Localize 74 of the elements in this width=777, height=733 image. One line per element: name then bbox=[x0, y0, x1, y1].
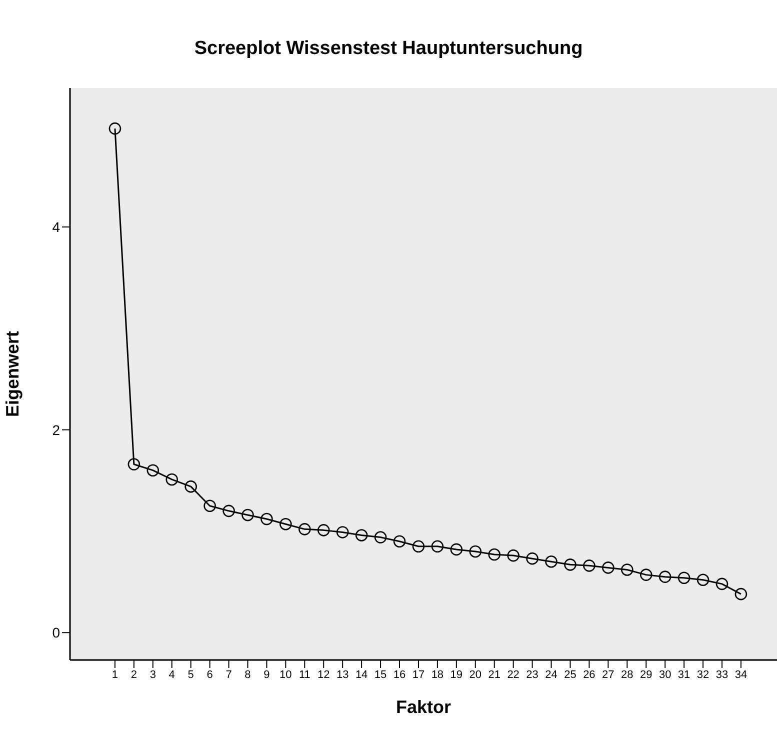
x-tick-label: 7 bbox=[226, 668, 232, 681]
point bbox=[317, 524, 330, 536]
x-tick-label: 12 bbox=[318, 668, 330, 681]
point bbox=[450, 543, 463, 556]
x-tick-label: 22 bbox=[507, 668, 520, 681]
point bbox=[507, 549, 520, 562]
x-tick-label: 13 bbox=[336, 668, 349, 681]
x-tick-label: 26 bbox=[583, 668, 596, 681]
point bbox=[260, 512, 273, 526]
point bbox=[545, 555, 558, 568]
point bbox=[412, 540, 425, 553]
point bbox=[355, 529, 368, 542]
point bbox=[108, 122, 122, 135]
x-tick-label: 20 bbox=[469, 668, 482, 681]
point bbox=[280, 518, 292, 530]
point bbox=[184, 480, 197, 493]
x-tick-label: 6 bbox=[206, 668, 213, 681]
point bbox=[166, 473, 178, 486]
x-tick-label: 5 bbox=[188, 668, 194, 681]
point bbox=[469, 545, 482, 558]
x-tick-label: 27 bbox=[602, 668, 614, 681]
y-tick-label: 4 bbox=[52, 218, 60, 235]
x-tick-label: 3 bbox=[150, 668, 156, 681]
x-tick-label: 29 bbox=[640, 668, 652, 681]
x-axis-title: Faktor bbox=[396, 697, 452, 717]
x-tick-label: 30 bbox=[658, 668, 672, 681]
x-tick-label: 4 bbox=[168, 668, 175, 681]
x-tick-label: 18 bbox=[431, 668, 444, 681]
point bbox=[602, 562, 614, 574]
point bbox=[526, 552, 538, 565]
point bbox=[640, 568, 652, 581]
x-tick-label: 17 bbox=[412, 668, 425, 681]
point bbox=[374, 531, 387, 544]
point bbox=[620, 564, 634, 576]
x-tick-label: 11 bbox=[298, 668, 310, 681]
x-tick-label: 1 bbox=[112, 668, 118, 681]
point bbox=[336, 526, 349, 538]
x-tick-label: 15 bbox=[374, 668, 387, 681]
point bbox=[734, 588, 748, 600]
x-tick-label: 8 bbox=[244, 668, 251, 681]
x-tick-label: 25 bbox=[564, 668, 576, 681]
y-axis-title: Eigenwert bbox=[2, 330, 22, 418]
x-tick-label: 9 bbox=[264, 668, 270, 681]
y-tick-label: 0 bbox=[52, 624, 60, 641]
x-tick-label: 24 bbox=[545, 668, 558, 681]
x-tick-label: 14 bbox=[355, 668, 368, 681]
point bbox=[298, 523, 311, 536]
x-tick-label: 21 bbox=[488, 668, 500, 681]
x-tick-label: 19 bbox=[450, 668, 463, 681]
point bbox=[146, 464, 160, 476]
point bbox=[204, 500, 216, 512]
point bbox=[716, 578, 728, 590]
x-tick-label: 31 bbox=[678, 668, 690, 681]
x-tick-label: 28 bbox=[621, 668, 634, 681]
point bbox=[222, 504, 235, 518]
point bbox=[431, 540, 444, 553]
point bbox=[696, 574, 710, 586]
x-tick-label: 23 bbox=[526, 668, 538, 681]
y-tick-label: 2 bbox=[52, 422, 60, 438]
x-tick-label: 34 bbox=[734, 668, 748, 681]
point bbox=[242, 508, 254, 522]
point bbox=[488, 548, 500, 561]
point bbox=[658, 570, 672, 583]
x-tick-label: 32 bbox=[696, 668, 710, 681]
point bbox=[583, 560, 596, 572]
point bbox=[393, 535, 406, 548]
chart-title: Screeplot Wissenstest Hauptuntersuchung bbox=[193, 38, 584, 60]
x-tick-label: 33 bbox=[716, 668, 728, 681]
x-tick-label: 16 bbox=[393, 668, 406, 681]
point bbox=[564, 558, 576, 571]
point bbox=[678, 572, 690, 584]
x-tick-label: 2 bbox=[130, 668, 137, 681]
point bbox=[128, 458, 140, 470]
x-tick-label: 10 bbox=[280, 668, 292, 681]
